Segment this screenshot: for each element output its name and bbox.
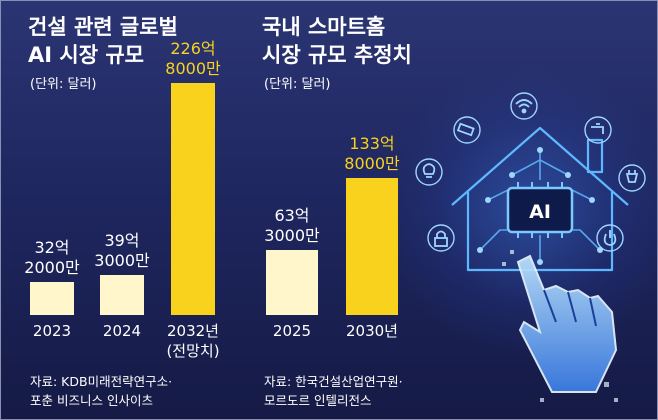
wifi-icon	[510, 92, 538, 120]
smart-home-illustration: AI	[415, 92, 646, 402]
lock-icon	[427, 224, 455, 252]
power-icon	[596, 224, 624, 252]
x-tick-label: 2025	[272, 322, 312, 340]
chart1-title-line: AI 시장 규모	[28, 43, 144, 67]
chart1-source-line: 포춘 비즈니스 인사이츠	[30, 393, 153, 408]
bar	[100, 275, 144, 315]
chart1-source: 자료: KDB미래전략연구소· 포춘 비즈니스 인사이츠	[30, 372, 172, 410]
bar-value-label: 32억 2000만	[24, 238, 80, 277]
plug-icon	[618, 164, 646, 192]
bar-value-label: 39억 3000만	[94, 231, 150, 270]
chart2-source: 자료: 한국건설산업연구원· 모르도르 인텔리전스	[264, 372, 403, 410]
x-tick-label: 2032년 (전망치)	[166, 322, 220, 360]
chart2-source-line: 자료: 한국건설산업연구원·	[264, 374, 403, 389]
chart2-source-line: 모르도르 인텔리전스	[264, 393, 372, 408]
chart1-title: 건설 관련 글로벌 AI 시장 규모	[28, 13, 178, 69]
x-tick-label: 2030년	[346, 322, 398, 340]
bar	[266, 250, 318, 315]
cctv-camera-icon	[453, 116, 481, 144]
bar-value-label: 63억 3000만	[264, 206, 320, 245]
chart1-title-line: 건설 관련 글로벌	[28, 15, 178, 39]
chart1-source-line: 자료: KDB미래전략연구소·	[30, 374, 173, 389]
faucet-icon	[584, 116, 612, 144]
ai-badge: AI	[529, 201, 551, 223]
chart2-unit: (단위: 달러)	[264, 77, 331, 92]
bar	[346, 178, 398, 315]
bar	[30, 282, 74, 315]
x-tick-label: 2024	[102, 322, 142, 340]
chart2-title-line: 국내 스마트홈	[262, 15, 386, 39]
bar-value-label: 133억 8000만	[344, 134, 400, 173]
hand-cursor-icon	[502, 250, 618, 402]
light-bulb-icon	[415, 158, 443, 186]
x-tick-label: 2023	[32, 322, 72, 340]
bar-value-label: 226억 8000만	[165, 39, 221, 78]
chart1-unit: (단위: 달러)	[30, 77, 97, 92]
chart2-title-line: 시장 규모 추정치	[262, 43, 412, 67]
ai-chip-icon: AI	[506, 182, 574, 238]
chart2-title: 국내 스마트홈 시장 규모 추정치	[262, 13, 412, 69]
bar	[171, 83, 215, 315]
